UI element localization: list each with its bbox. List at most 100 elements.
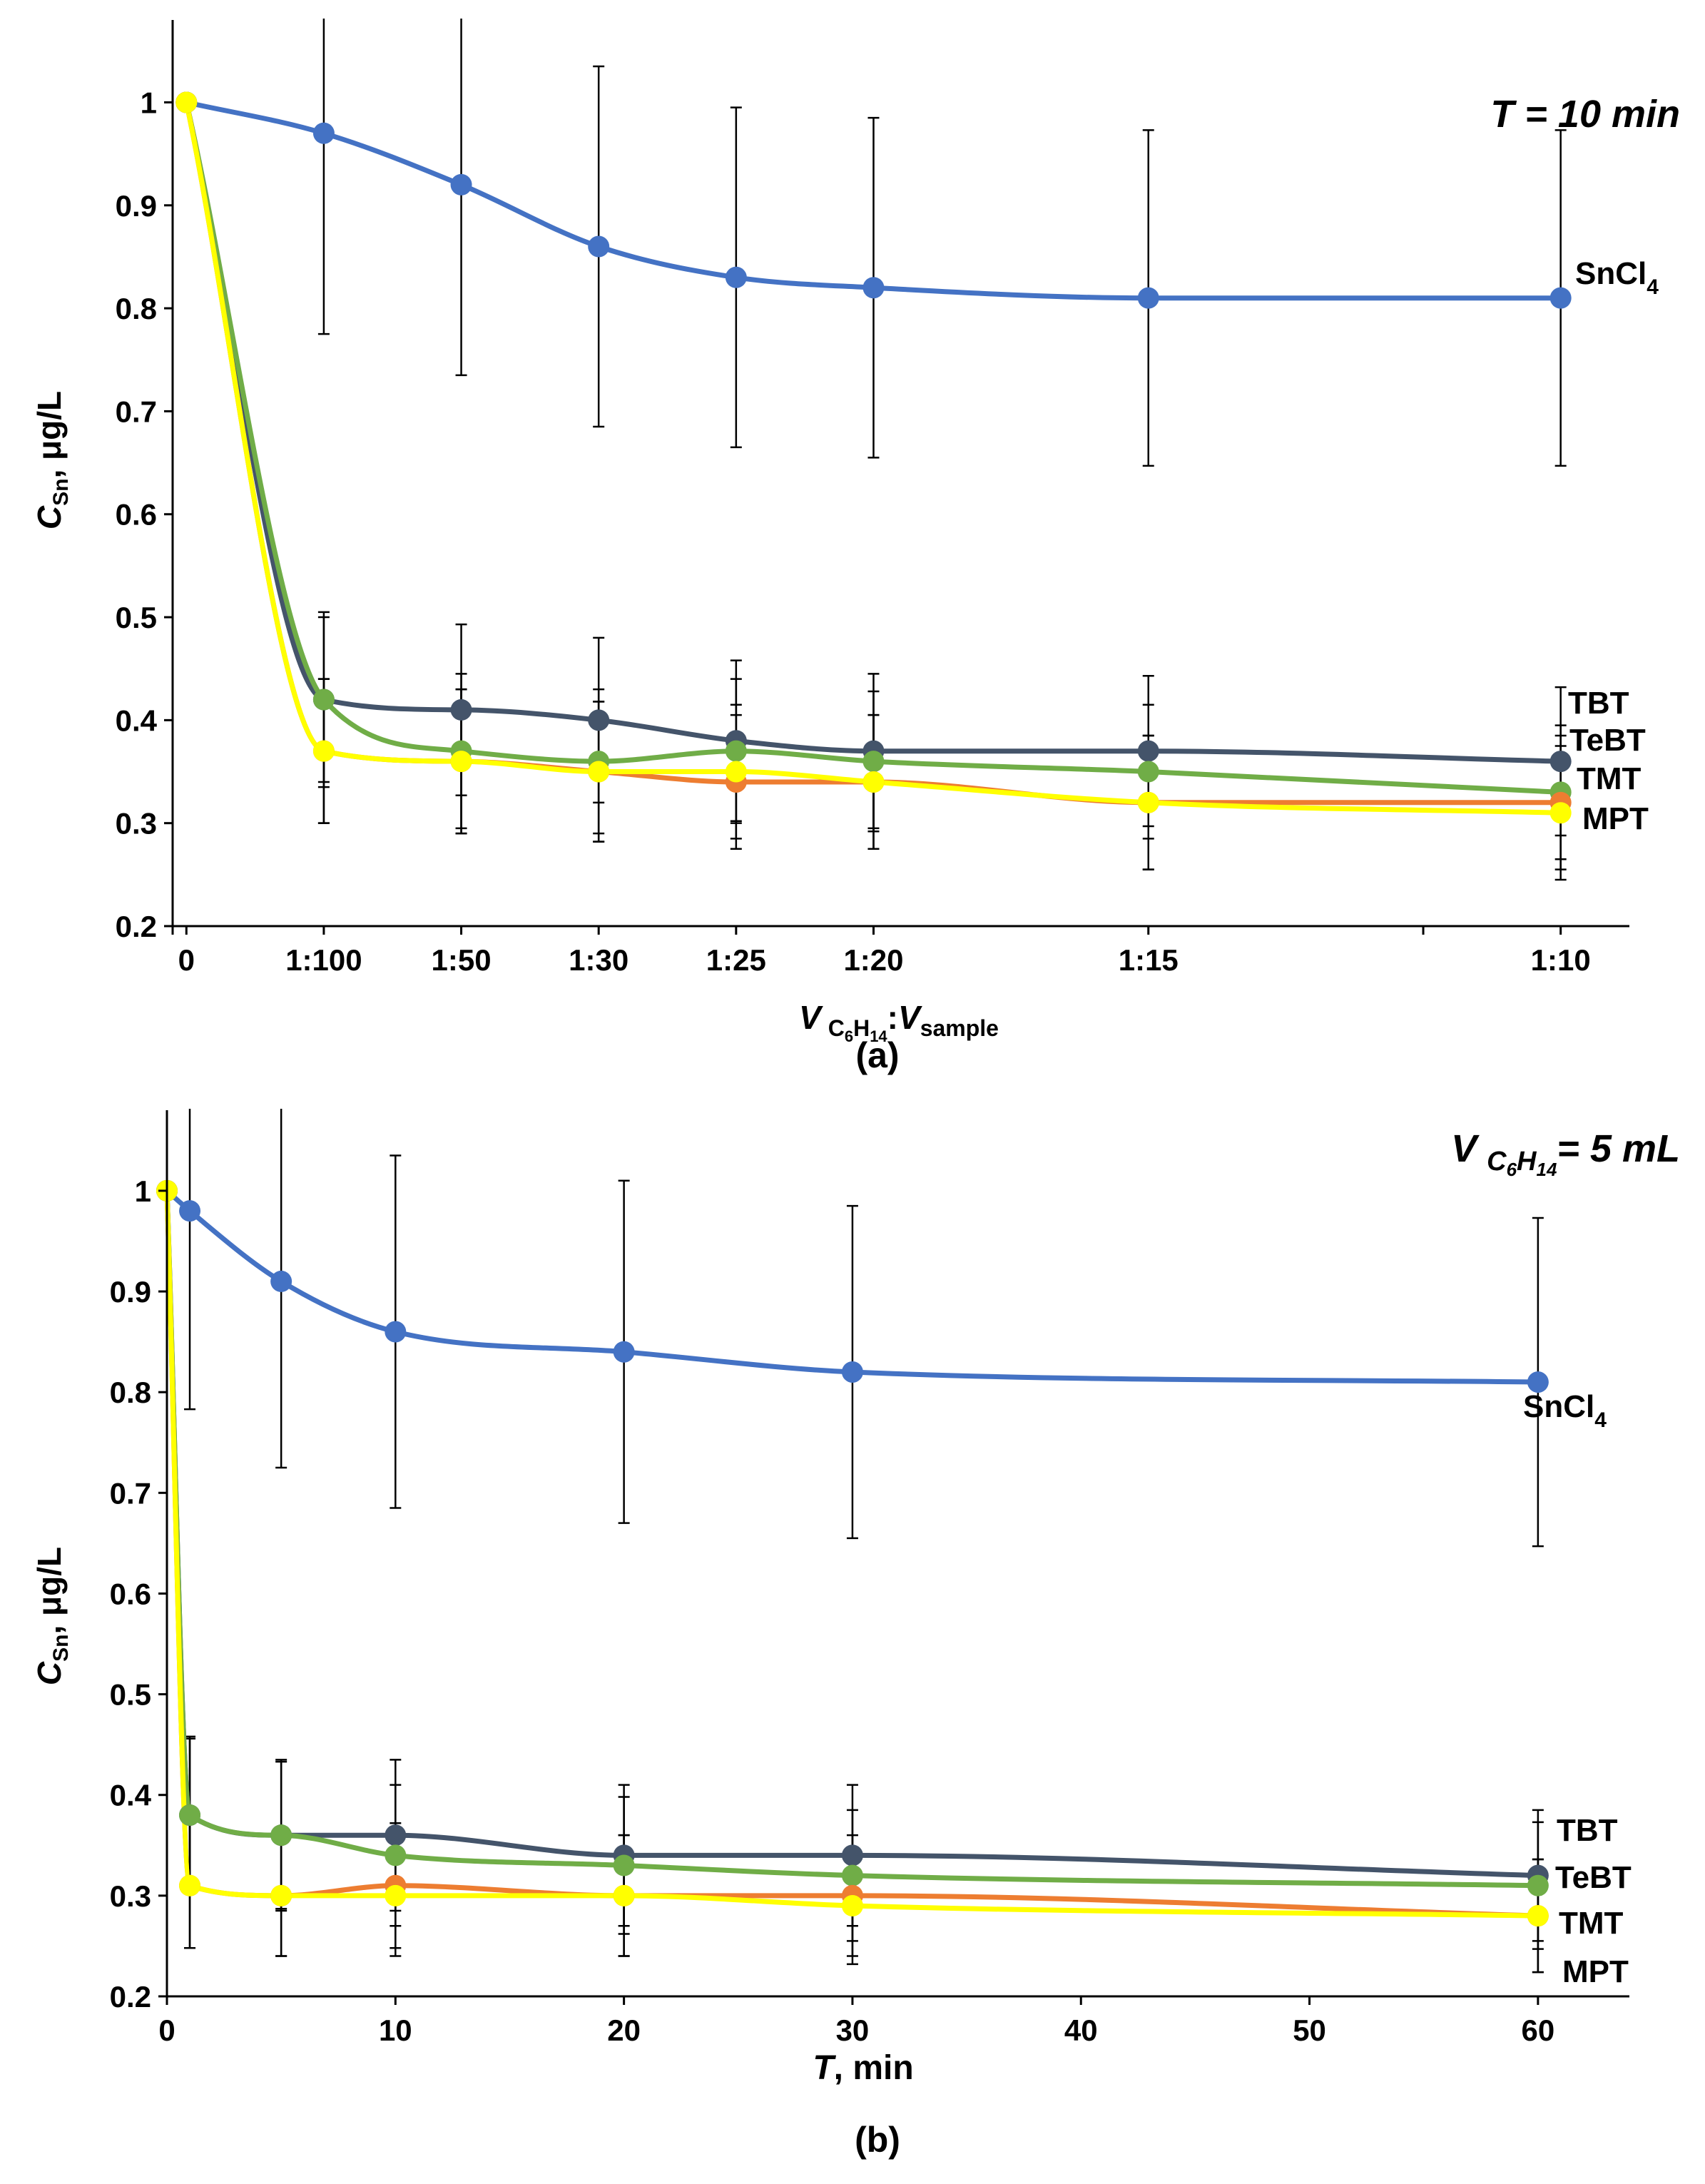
a-y-tick-label: 0.4 (116, 704, 158, 737)
chart-a-label-tbt: TBT (1568, 686, 1629, 721)
chart-a-xlabel: V C6H14:Vsample (799, 999, 999, 1045)
b-x-tick-label: 60 (1522, 2013, 1555, 2047)
a-y-tick-label: 0.7 (116, 395, 157, 428)
a-point-tebt (1137, 761, 1159, 783)
a-x-tick-label: 1:25 (706, 943, 766, 977)
b-point-tbt (385, 1824, 407, 1847)
a-point-mpt (312, 740, 335, 762)
a-point-sncl4 (588, 235, 610, 258)
a-point-tbt (588, 709, 610, 731)
a-point-tbt (450, 699, 472, 721)
a-x-tick-label: 1:100 (285, 943, 362, 977)
a-point-mpt (175, 91, 198, 113)
a-point-sncl4 (862, 277, 885, 299)
a-point-tbt (1549, 751, 1572, 773)
chart-a-svg: 0.2 0.3 0.4 0.5 0.6 0.7 0.8 0.9 1 0 1:100 1:50 1:30 1… (31, 19, 1680, 1075)
b-point-tebt (613, 1854, 635, 1876)
chart-b-label-sncl4: SnCl4 (1523, 1389, 1607, 1432)
chart-panel-b: 0.2 0.3 0.4 0.5 0.6 0.7 0.8 0.9 1 0 10 20 30 40 50 60 V… (0, 1090, 1705, 2180)
b-x-tick-label: 50 (1293, 2013, 1326, 2047)
a-point-mpt (588, 761, 610, 783)
b-x-tick-label: 0 (158, 2013, 175, 2047)
chart-panel-a: 0.2 0.3 0.4 0.5 0.6 0.7 0.8 0.9 1 0 1:100 1:50 1:30 1… (0, 0, 1705, 1090)
a-x-tick-label: 1:10 (1531, 943, 1591, 977)
b-point-tebt (1527, 1874, 1549, 1896)
a-x-tick-label: 1:50 (432, 943, 492, 977)
chart-b-label-mpt: MPT (1562, 1954, 1629, 1989)
chart-a-label-tebt: TeBT (1569, 723, 1646, 758)
chart-b-svg: 0.20.30.40.50.60.70.80.910 10 20 30 40 50 60 V… (31, 1109, 1680, 2160)
b-x-tick-label: 10 (379, 2013, 412, 2047)
a-point-tebt (725, 740, 747, 762)
b-point-tebt (270, 1824, 292, 1847)
a-point-sncl4 (1137, 287, 1159, 309)
chart-a-label-sncl4: SnCl4 (1575, 256, 1659, 299)
b-y-tick-label: 0.5 (110, 1678, 151, 1712)
chart-b-ylabel: CSn, μg/L (31, 1547, 73, 1685)
b-point-mpt (385, 1884, 407, 1906)
b-x-tick-label: 40 (1064, 2013, 1098, 2047)
a-point-mpt (1137, 791, 1159, 813)
chart-a-caption: (a) (855, 1035, 899, 1075)
a-line-mpt (183, 101, 1561, 816)
b-line-mpt (164, 1190, 1538, 1919)
a-point-tebt (862, 751, 885, 773)
b-point-mpt (179, 1874, 201, 1896)
b-point-tbt (841, 1844, 863, 1866)
b-x-tick-label: 30 (836, 2013, 870, 2047)
b-line-sncl4 (165, 1189, 1538, 1385)
chart-a-label-tmt: TMT (1577, 761, 1642, 796)
b-point-mpt (841, 1894, 863, 1916)
b-y-tick-label: 0.7 (110, 1476, 151, 1510)
a-x-tick-label: 1:20 (843, 943, 903, 977)
b-y-tick-label: 0.9 (110, 1275, 151, 1309)
b-y-tick-label: 0.8 (110, 1376, 151, 1409)
a-point-tebt (312, 689, 335, 711)
chart-b-xlabel: T, min (813, 2049, 913, 2087)
a-point-tbt (1137, 740, 1159, 762)
b-point-sncl4 (1527, 1371, 1549, 1393)
a-point-sncl4 (450, 173, 472, 195)
b-point-mpt (613, 1884, 635, 1906)
b-y-tick-label: 0.3 (110, 1879, 151, 1913)
chart-b-label-tebt: TeBT (1555, 1860, 1632, 1895)
chart-b-annotation: V C6H14= 5 mL (1451, 1127, 1680, 1180)
b-point-mpt (1527, 1905, 1549, 1927)
b-y-tick-label: 0.4 (110, 1779, 152, 1812)
a-y-tick-label: 0.2 (116, 910, 157, 943)
a-y-tick-label: 1 (141, 86, 157, 119)
b-x-tick-label: 20 (607, 2013, 641, 2047)
a-line-tebt (183, 101, 1561, 795)
a-point-sncl4 (1549, 287, 1572, 309)
a-y-tick-label: 0.6 (116, 498, 157, 532)
b-y-tick-label: 0.6 (110, 1577, 151, 1610)
chart-a-ylabel: CSn, μg/L (31, 391, 73, 529)
a-point-mpt (862, 771, 885, 793)
b-point-sncl4 (613, 1341, 635, 1363)
a-point-mpt (725, 761, 747, 783)
a-x-tick-label: 1:30 (569, 943, 628, 977)
chart-b-label-tbt: TBT (1557, 1813, 1618, 1848)
a-point-sncl4 (312, 122, 335, 144)
b-point-sncl4 (841, 1361, 863, 1383)
a-point-sncl4 (725, 266, 747, 288)
chart-a-annotation: T = 10 min (1490, 93, 1680, 136)
b-point-sncl4 (179, 1200, 201, 1222)
b-point-sncl4 (270, 1270, 292, 1292)
b-point-mpt (270, 1884, 292, 1906)
a-y-tick-label: 0.9 (116, 189, 157, 223)
a-y-tick-label: 0.5 (116, 601, 157, 634)
b-point-sncl4 (385, 1321, 407, 1343)
a-point-mpt (1549, 802, 1572, 824)
b-y-tick-label: 1 (135, 1174, 151, 1208)
a-line-tbt (183, 101, 1561, 764)
a-x-tick-label: 0 (178, 943, 195, 977)
chart-b-label-tmt: TMT (1559, 1906, 1624, 1941)
a-y-tick-label: 0.3 (116, 807, 157, 840)
a-x-tick-label: 1:15 (1119, 943, 1179, 977)
b-point-tebt (179, 1804, 201, 1826)
b-point-tebt (385, 1844, 407, 1866)
a-point-mpt (450, 751, 472, 773)
b-point-tebt (841, 1864, 863, 1886)
b-y-tick-label: 0.2 (110, 1980, 151, 2013)
